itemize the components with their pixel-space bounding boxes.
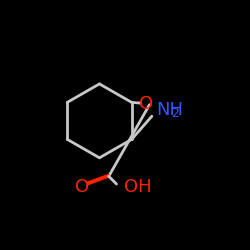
- Text: O: O: [74, 178, 89, 196]
- Text: 2: 2: [171, 108, 179, 120]
- Text: NH: NH: [156, 101, 184, 119]
- Text: O: O: [138, 95, 153, 113]
- Text: OH: OH: [124, 178, 152, 196]
